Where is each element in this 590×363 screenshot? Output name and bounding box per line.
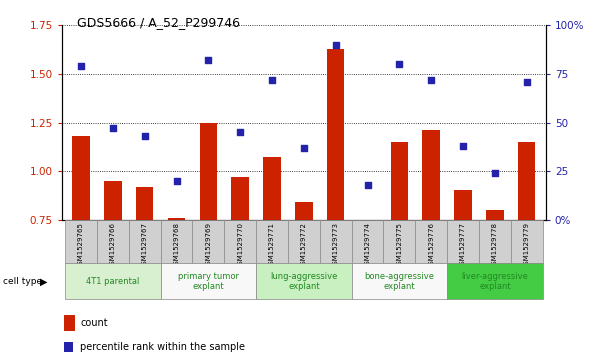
Text: GSM1529765: GSM1529765: [78, 222, 84, 269]
Text: GSM1529777: GSM1529777: [460, 222, 466, 269]
Point: [76, 63, 86, 69]
Point: [363, 182, 372, 188]
Bar: [415, 220, 447, 263]
Bar: [64, 315, 75, 331]
Point: [490, 170, 500, 176]
Text: GSM1529778: GSM1529778: [492, 222, 498, 269]
Bar: [479, 220, 511, 263]
Point: [395, 61, 404, 67]
Bar: [454, 191, 472, 220]
Text: GSM1529771: GSM1529771: [269, 222, 275, 269]
Bar: [73, 136, 90, 220]
Bar: [359, 220, 376, 227]
Bar: [160, 263, 256, 299]
Text: primary tumor
explant: primary tumor explant: [178, 272, 239, 291]
Bar: [518, 142, 535, 220]
Bar: [263, 158, 281, 220]
Bar: [288, 220, 320, 263]
Bar: [160, 220, 192, 263]
Bar: [295, 202, 313, 220]
Bar: [231, 177, 249, 220]
Point: [108, 126, 117, 131]
Bar: [391, 142, 408, 220]
Bar: [422, 130, 440, 220]
Bar: [320, 220, 352, 263]
Text: GSM1529768: GSM1529768: [173, 222, 179, 269]
Text: GDS5666 / A_52_P299746: GDS5666 / A_52_P299746: [77, 16, 240, 29]
Point: [458, 143, 468, 149]
Text: percentile rank within the sample: percentile rank within the sample: [80, 342, 245, 352]
Point: [267, 77, 277, 83]
Bar: [256, 263, 352, 299]
Point: [299, 145, 309, 151]
Bar: [486, 210, 504, 220]
Text: GSM1529766: GSM1529766: [110, 222, 116, 269]
Bar: [168, 218, 185, 220]
Text: ▶: ▶: [40, 276, 48, 286]
Text: GSM1529770: GSM1529770: [237, 222, 243, 269]
Bar: [104, 181, 122, 220]
Point: [204, 57, 213, 63]
Point: [331, 42, 340, 48]
Text: bone-aggressive
explant: bone-aggressive explant: [365, 272, 434, 291]
Bar: [511, 220, 543, 263]
Bar: [352, 263, 447, 299]
Bar: [256, 220, 288, 263]
Point: [522, 79, 532, 85]
Bar: [129, 220, 160, 263]
Bar: [136, 187, 153, 220]
Bar: [199, 122, 217, 220]
Point: [172, 178, 181, 184]
Bar: [447, 263, 543, 299]
Bar: [224, 220, 256, 263]
Point: [235, 129, 245, 135]
Bar: [97, 220, 129, 263]
Bar: [65, 263, 160, 299]
Text: liver-aggressive
explant: liver-aggressive explant: [461, 272, 528, 291]
Point: [427, 77, 436, 83]
Bar: [64, 342, 73, 352]
Text: count: count: [80, 318, 108, 328]
Bar: [352, 220, 384, 263]
Text: GSM1529779: GSM1529779: [524, 222, 530, 269]
Point: [140, 133, 149, 139]
Text: GSM1529773: GSM1529773: [333, 222, 339, 269]
Text: cell type: cell type: [3, 277, 45, 286]
Bar: [327, 49, 345, 220]
Text: 4T1 parental: 4T1 parental: [86, 277, 140, 286]
Bar: [447, 220, 479, 263]
Bar: [192, 220, 224, 263]
Text: GSM1529767: GSM1529767: [142, 222, 148, 269]
Text: GSM1529772: GSM1529772: [301, 222, 307, 269]
Text: GSM1529775: GSM1529775: [396, 222, 402, 269]
Bar: [384, 220, 415, 263]
Text: GSM1529774: GSM1529774: [365, 222, 371, 269]
Bar: [65, 220, 97, 263]
Text: lung-aggressive
explant: lung-aggressive explant: [270, 272, 337, 291]
Text: GSM1529769: GSM1529769: [205, 222, 211, 269]
Text: GSM1529776: GSM1529776: [428, 222, 434, 269]
